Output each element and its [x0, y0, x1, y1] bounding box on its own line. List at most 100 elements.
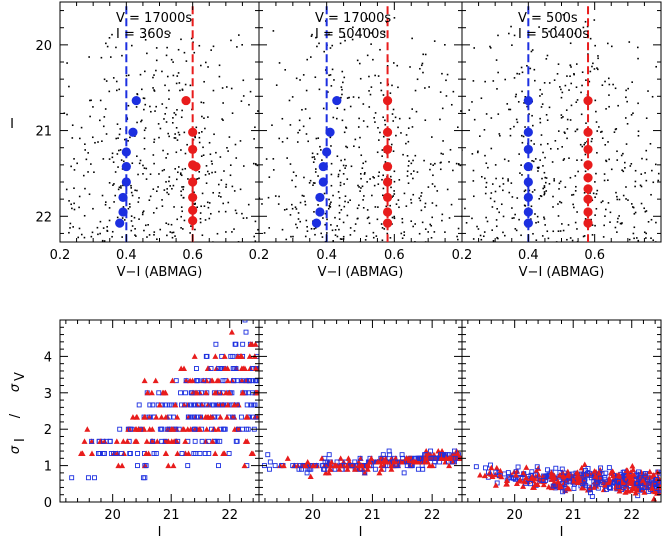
star-point	[301, 108, 303, 111]
star-point	[304, 108, 307, 110]
star-point	[340, 96, 342, 99]
blue-ridge-point	[523, 144, 533, 155]
star-point	[592, 192, 595, 195]
star-point	[332, 194, 334, 197]
blue-square-point	[85, 475, 91, 481]
star-point	[523, 204, 526, 207]
star-point	[616, 221, 619, 223]
star-point	[432, 164, 434, 166]
star-point	[483, 231, 486, 233]
star-point	[373, 177, 375, 179]
star-point	[569, 119, 572, 121]
star-point	[352, 26, 354, 29]
red-triangle-point	[196, 426, 203, 432]
star-point	[362, 120, 365, 122]
blue-square-point	[322, 459, 328, 465]
star-point	[100, 56, 103, 59]
star-point	[143, 229, 145, 232]
red-triangle-point	[375, 458, 382, 465]
star-point	[566, 75, 568, 77]
star-point	[370, 86, 373, 88]
star-point	[581, 84, 583, 87]
star-point	[130, 187, 133, 189]
star-point	[167, 132, 169, 135]
star-point	[163, 118, 165, 120]
star-point	[485, 142, 487, 144]
star-point	[444, 231, 446, 233]
x-tick-label: 0.6	[182, 248, 203, 263]
blue-square-point	[585, 472, 591, 478]
star-point	[557, 215, 560, 217]
x-tick-label: 20	[304, 508, 321, 523]
star-point	[650, 237, 652, 240]
star-point	[198, 132, 200, 134]
star-point	[560, 96, 563, 99]
red-triangle-point	[438, 455, 445, 461]
blue-square-point	[189, 390, 195, 396]
star-point	[595, 121, 598, 123]
star-point	[212, 241, 214, 242]
red-triangle-point	[591, 484, 598, 490]
star-point	[532, 124, 534, 127]
blue-square-point	[290, 463, 296, 469]
star-point	[507, 160, 510, 162]
star-point	[207, 116, 209, 118]
star-point	[302, 74, 305, 76]
star-point	[468, 109, 471, 111]
blue-square-point	[559, 466, 565, 472]
blue-square-point	[534, 464, 540, 470]
blue-square-point	[163, 402, 169, 408]
star-point	[104, 201, 107, 203]
star-point	[32, 241, 34, 243]
star-point	[35, 152, 37, 154]
star-point	[382, 116, 384, 119]
star-point	[203, 80, 205, 83]
red-triangle-point	[366, 458, 373, 465]
star-point	[508, 108, 510, 111]
star-point	[560, 243, 562, 245]
blue-square-point	[242, 320, 248, 323]
star-point	[498, 133, 501, 135]
star-point	[543, 193, 545, 196]
star-point	[198, 136, 201, 139]
red-triangle-point	[397, 458, 404, 465]
star-point	[566, 118, 569, 121]
star-point	[500, 203, 503, 206]
star-point	[352, 96, 355, 98]
star-point	[472, 238, 475, 240]
red-triangle-point	[423, 455, 430, 461]
star-point	[624, 167, 626, 169]
red-triangle-point	[302, 462, 309, 469]
star-point	[420, 192, 423, 194]
star-point	[239, 140, 242, 142]
blue-square-point	[128, 426, 134, 432]
red-triangle-point	[205, 401, 212, 408]
star-point	[121, 54, 123, 57]
star-point	[330, 201, 332, 204]
red-triangle-point	[162, 389, 169, 396]
red-triangle-point	[560, 470, 567, 477]
star-point	[321, 236, 324, 238]
star-point	[202, 146, 204, 149]
blue-square-point	[136, 402, 142, 408]
star-point	[634, 185, 636, 188]
star-point	[357, 96, 360, 99]
star-point	[108, 207, 111, 209]
star-point	[545, 177, 548, 179]
star-point	[320, 149, 322, 151]
star-point	[539, 121, 542, 124]
star-point	[362, 103, 365, 105]
star-point	[304, 235, 307, 238]
y-tick-label: 1	[44, 460, 52, 475]
star-point	[633, 237, 635, 240]
error-plot-area	[473, 461, 661, 502]
blue-square-point	[272, 463, 278, 469]
star-point	[389, 92, 392, 94]
red-triangle-point	[244, 438, 251, 444]
red-triangle-point	[220, 450, 227, 456]
star-point	[357, 184, 359, 187]
star-point	[457, 163, 460, 165]
star-point	[120, 159, 123, 161]
blue-ridge-point	[523, 192, 533, 203]
star-point	[463, 158, 465, 160]
